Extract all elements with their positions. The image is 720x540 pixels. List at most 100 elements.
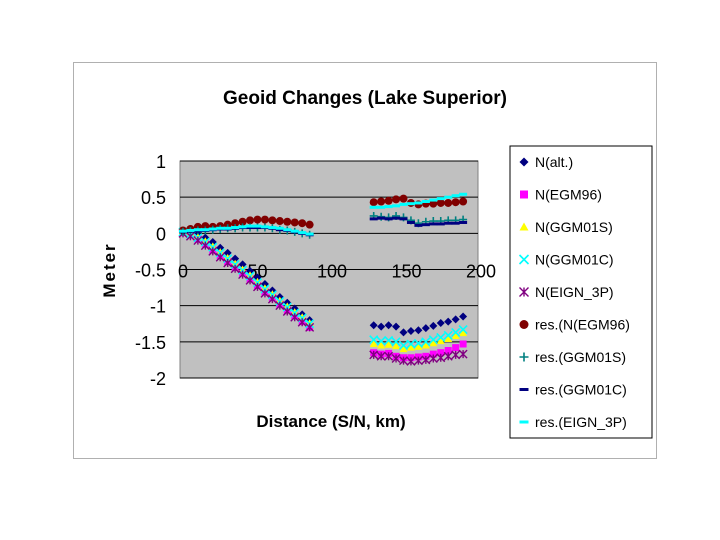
data-point bbox=[413, 356, 423, 366]
data-point bbox=[392, 216, 401, 220]
data-point bbox=[208, 242, 218, 252]
data-point bbox=[268, 290, 277, 298]
data-point bbox=[377, 197, 386, 206]
data-point bbox=[451, 332, 460, 340]
data-point bbox=[283, 228, 292, 232]
data-point bbox=[290, 308, 300, 318]
data-point bbox=[215, 252, 225, 262]
data-point bbox=[458, 324, 468, 335]
data-point bbox=[290, 308, 299, 316]
data-point bbox=[268, 226, 277, 230]
legend-label: res.(EIGN_3P) bbox=[535, 414, 627, 430]
data-point bbox=[298, 231, 307, 235]
data-point bbox=[459, 340, 467, 348]
data-point bbox=[215, 248, 225, 258]
data-point bbox=[282, 306, 292, 316]
data-point bbox=[260, 284, 269, 292]
data-point bbox=[429, 222, 438, 226]
data-point bbox=[384, 205, 393, 209]
data-point bbox=[399, 328, 408, 337]
data-point bbox=[444, 221, 453, 225]
data-point bbox=[290, 312, 300, 322]
data-point bbox=[399, 345, 408, 353]
data-point bbox=[253, 277, 262, 285]
x-tick-label: 100 bbox=[317, 261, 347, 281]
data-point bbox=[436, 198, 445, 207]
series-8 bbox=[178, 192, 468, 236]
data-point bbox=[268, 216, 277, 225]
data-point bbox=[275, 301, 285, 311]
data-point bbox=[444, 317, 453, 326]
data-point bbox=[275, 226, 284, 230]
data-point bbox=[459, 312, 468, 321]
x-tick-label: 0 bbox=[178, 261, 188, 281]
data-point bbox=[377, 322, 386, 331]
y-axis-ticks: 1 0.5 0 -0.5 -1 -1.5 -2 bbox=[135, 152, 166, 389]
data-point bbox=[283, 217, 292, 226]
data-point bbox=[178, 229, 187, 233]
data-point bbox=[436, 197, 445, 201]
data-point bbox=[413, 338, 423, 348]
legend-marker bbox=[519, 320, 529, 329]
data-point bbox=[406, 339, 416, 349]
data-point bbox=[369, 205, 378, 209]
data-point bbox=[216, 226, 225, 230]
data-point bbox=[428, 353, 438, 363]
data-point bbox=[201, 222, 210, 231]
data-point bbox=[399, 217, 408, 221]
data-point bbox=[231, 254, 240, 263]
data-point bbox=[282, 302, 292, 312]
data-point bbox=[436, 353, 446, 363]
x-tick-label: 200 bbox=[466, 261, 496, 281]
x-axis-label: Distance (S/N, km) bbox=[256, 412, 405, 431]
data-point bbox=[223, 226, 232, 230]
legend-label: N(alt.) bbox=[535, 154, 573, 170]
data-point bbox=[245, 275, 255, 285]
y-tick-label: -1 bbox=[150, 297, 166, 317]
data-point bbox=[297, 313, 307, 323]
legend-marker bbox=[519, 388, 529, 391]
data-point bbox=[459, 329, 468, 337]
data-point bbox=[290, 218, 299, 227]
data-point bbox=[238, 217, 247, 226]
data-point bbox=[392, 322, 401, 331]
data-point bbox=[452, 344, 460, 352]
legend-marker bbox=[519, 420, 529, 424]
data-point bbox=[290, 229, 299, 233]
y-tick-label: 0 bbox=[156, 224, 166, 244]
legend-marker bbox=[520, 190, 528, 199]
data-point bbox=[391, 353, 401, 363]
data-point bbox=[298, 313, 307, 321]
data-point bbox=[414, 201, 423, 205]
data-point bbox=[451, 194, 460, 198]
data-point bbox=[451, 198, 460, 207]
legend-box bbox=[509, 145, 653, 439]
data-point bbox=[399, 356, 408, 366]
legend-marker bbox=[518, 254, 530, 265]
y-tick-label: -1.5 bbox=[135, 333, 166, 353]
legend-marker bbox=[519, 352, 529, 362]
data-point bbox=[437, 349, 445, 357]
data-point bbox=[201, 237, 210, 245]
data-point bbox=[421, 324, 430, 333]
data-point bbox=[399, 194, 408, 203]
data-point bbox=[275, 296, 285, 306]
data-point bbox=[444, 198, 453, 207]
data-point bbox=[369, 350, 379, 360]
data-point bbox=[429, 321, 438, 330]
data-point bbox=[298, 219, 307, 228]
data-point bbox=[406, 326, 415, 335]
data-point bbox=[252, 277, 263, 288]
data-point bbox=[267, 290, 277, 300]
legend-marker bbox=[519, 157, 529, 167]
data-point bbox=[443, 330, 453, 340]
data-point bbox=[429, 339, 438, 347]
data-point bbox=[283, 302, 292, 310]
data-point bbox=[436, 222, 445, 226]
data-point bbox=[376, 351, 386, 361]
data-point bbox=[376, 336, 386, 346]
data-point bbox=[186, 228, 195, 232]
data-point bbox=[245, 271, 255, 281]
data-point bbox=[414, 342, 423, 350]
